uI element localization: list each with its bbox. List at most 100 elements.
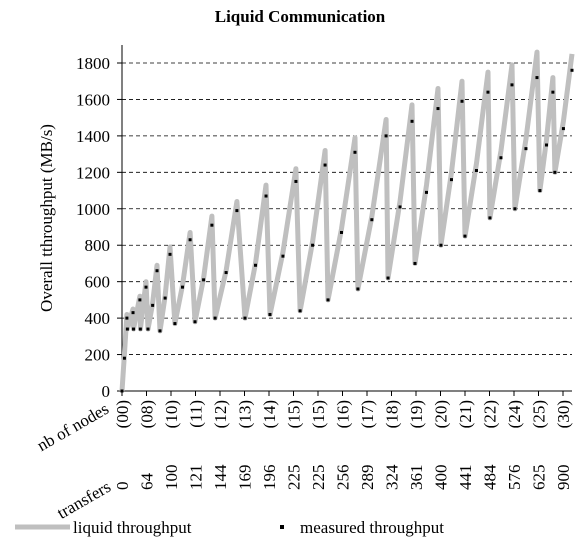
x-tick-label: (16) bbox=[334, 400, 353, 428]
data-point bbox=[538, 189, 542, 193]
x-tick-label: (15) bbox=[285, 400, 304, 428]
x-tick-label: 900 bbox=[554, 465, 573, 491]
x-tick-label: 361 bbox=[407, 465, 426, 491]
x-tick-label: (13) bbox=[236, 400, 255, 428]
data-point bbox=[570, 68, 574, 72]
data-point bbox=[151, 303, 155, 307]
data-point bbox=[499, 156, 503, 160]
legend-label: liquid throughput bbox=[73, 518, 192, 537]
data-point bbox=[181, 285, 185, 289]
y-tick-label: 800 bbox=[85, 236, 111, 255]
x-tick-label: (25) bbox=[530, 400, 549, 428]
x-tick-label: 225 bbox=[285, 465, 304, 491]
x-tick-label: (22) bbox=[481, 400, 500, 428]
data-point bbox=[193, 320, 197, 324]
x-tick-label: (00) bbox=[113, 400, 132, 428]
data-point bbox=[125, 327, 129, 331]
y-tick-label: 1800 bbox=[76, 54, 110, 73]
data-point bbox=[439, 243, 443, 247]
x-tick-label: (14) bbox=[260, 400, 279, 428]
x-tick-label: (11) bbox=[187, 400, 206, 428]
data-point bbox=[424, 190, 428, 194]
data-point bbox=[158, 329, 162, 333]
y-tick-label: 1000 bbox=[76, 200, 110, 219]
data-point bbox=[120, 389, 124, 393]
x-row-label: nb of nodes bbox=[34, 399, 112, 455]
x-tick-label: 100 bbox=[162, 465, 181, 491]
data-point bbox=[155, 269, 159, 273]
x-row-label: transfers bbox=[54, 477, 114, 523]
data-point bbox=[561, 127, 565, 131]
data-point bbox=[254, 263, 258, 267]
data-point bbox=[138, 327, 142, 331]
data-point bbox=[210, 223, 214, 227]
data-point bbox=[202, 278, 206, 282]
data-point bbox=[353, 150, 357, 154]
data-point bbox=[323, 163, 327, 167]
y-tick-label: 1600 bbox=[76, 90, 110, 109]
data-point bbox=[281, 254, 285, 258]
data-point bbox=[125, 316, 129, 320]
data-point bbox=[326, 298, 330, 302]
data-point bbox=[168, 252, 172, 256]
data-point bbox=[486, 90, 490, 94]
x-tick-label: (20) bbox=[432, 400, 451, 428]
x-tick-label: 256 bbox=[334, 465, 353, 491]
data-point bbox=[264, 194, 268, 198]
data-point bbox=[173, 322, 177, 326]
x-tick-label: 625 bbox=[530, 465, 549, 491]
data-point bbox=[268, 312, 272, 316]
y-tick-label: 600 bbox=[85, 273, 111, 292]
data-point bbox=[163, 296, 167, 300]
x-tick-label: (21) bbox=[456, 400, 475, 428]
y-tick-label: 400 bbox=[85, 309, 111, 328]
data-point bbox=[410, 119, 414, 123]
x-tick-label: 400 bbox=[432, 465, 451, 491]
data-point bbox=[535, 76, 539, 80]
x-tick-label: (08) bbox=[138, 400, 157, 428]
data-point bbox=[398, 205, 402, 209]
data-point bbox=[513, 207, 517, 211]
x-tick-label: (30) bbox=[554, 400, 573, 428]
data-point bbox=[386, 276, 390, 280]
x-tick-label: 289 bbox=[358, 465, 377, 491]
data-point bbox=[436, 107, 440, 111]
x-tick-label: 324 bbox=[383, 464, 402, 490]
y-axis-label: Overall tthroughput (MB/s) bbox=[37, 124, 56, 312]
y-tick-label: 1200 bbox=[76, 163, 110, 182]
data-point bbox=[551, 90, 555, 94]
legend-label: measured throughput bbox=[300, 518, 444, 537]
data-point bbox=[243, 316, 247, 320]
data-point bbox=[138, 298, 142, 302]
x-tick-label: (24) bbox=[505, 400, 524, 428]
data-point bbox=[188, 238, 192, 242]
data-point bbox=[144, 285, 148, 289]
x-tick-label: 441 bbox=[456, 465, 475, 491]
data-point bbox=[339, 230, 343, 234]
x-tick-label: 196 bbox=[260, 465, 279, 491]
series-line bbox=[119, 49, 575, 392]
data-point bbox=[146, 327, 150, 331]
x-tick-label: (18) bbox=[383, 400, 402, 428]
data-point bbox=[449, 178, 453, 182]
x-tick-label: 225 bbox=[309, 465, 328, 491]
data-point bbox=[132, 327, 136, 331]
data-point bbox=[224, 271, 228, 275]
data-point bbox=[122, 356, 126, 360]
y-tick-label: 0 bbox=[102, 382, 111, 401]
data-point bbox=[294, 179, 298, 183]
x-tick-label: 121 bbox=[187, 465, 206, 491]
y-tick-label: 1400 bbox=[76, 127, 110, 146]
x-tick-label: (12) bbox=[211, 400, 230, 428]
data-point bbox=[510, 83, 514, 87]
data-point bbox=[545, 143, 549, 147]
x-tick-label: (10) bbox=[162, 400, 181, 428]
data-point bbox=[213, 316, 217, 320]
data-point bbox=[474, 169, 478, 173]
data-point bbox=[311, 243, 315, 247]
x-tick-label: (17) bbox=[358, 400, 377, 428]
legend-swatch bbox=[280, 525, 284, 529]
x-tick-label: 576 bbox=[505, 465, 524, 491]
x-tick-label: (19) bbox=[407, 400, 426, 428]
data-point bbox=[413, 261, 417, 265]
